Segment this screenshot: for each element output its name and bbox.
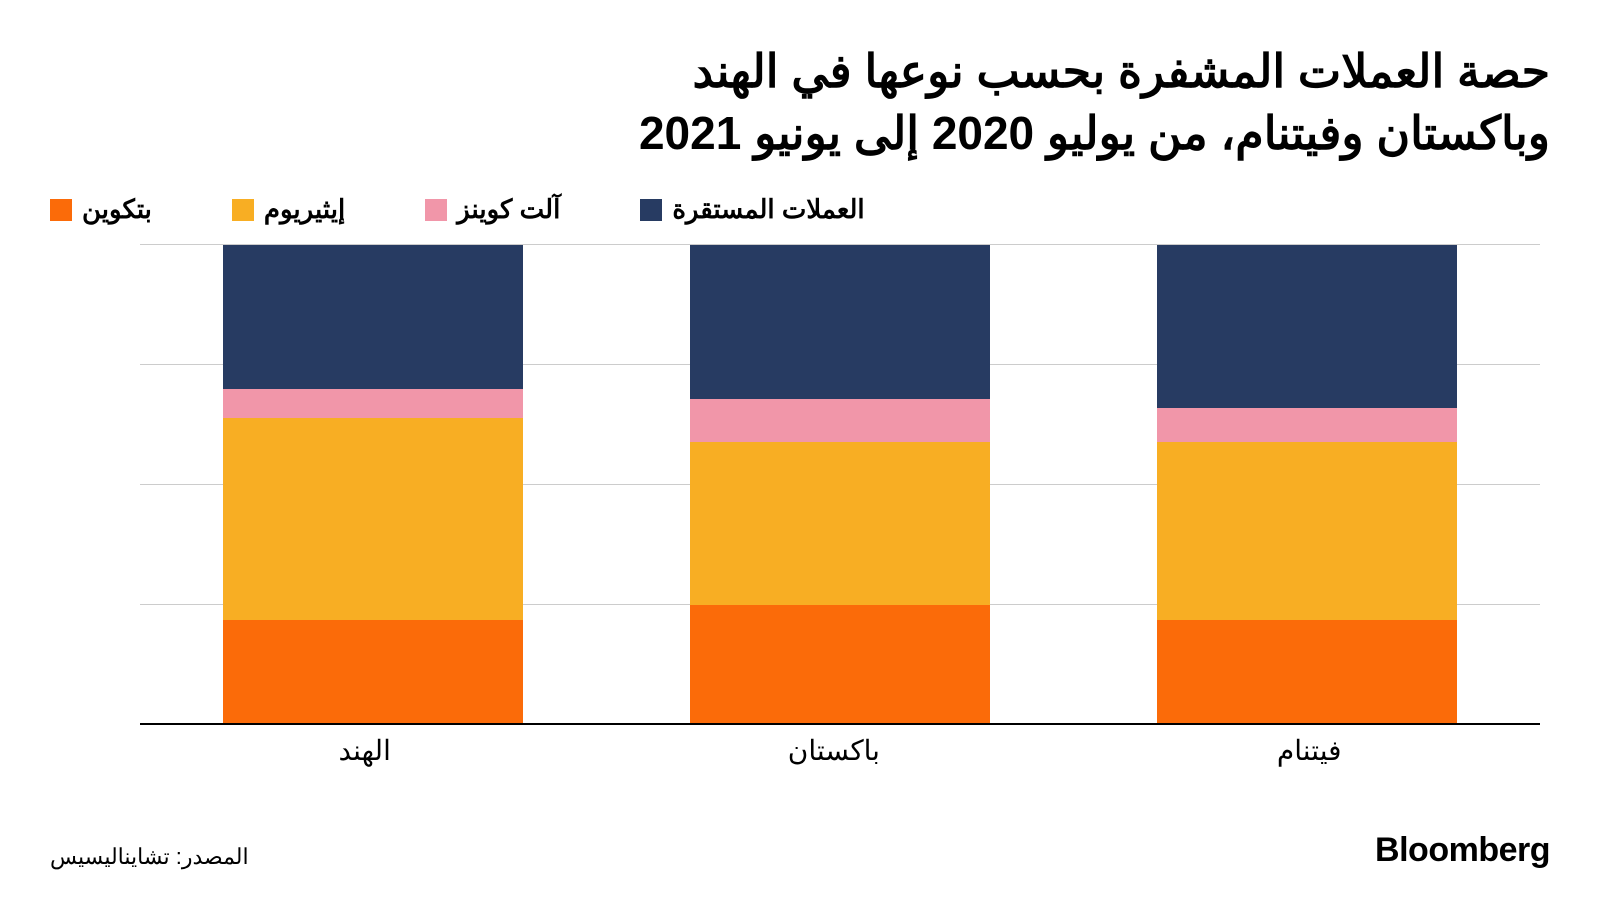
- legend-swatch-bitcoin: [50, 199, 72, 221]
- brand-logo: Bloomberg: [1375, 831, 1550, 870]
- bar-segment: [690, 442, 990, 605]
- legend-label-altcoins: آلت كوينز: [457, 194, 560, 225]
- bar-segment: [690, 399, 990, 442]
- source-value: تشايناليسيس: [50, 844, 170, 869]
- bar-stack: [690, 245, 990, 725]
- bar-segment: [223, 418, 523, 620]
- bar-segment: [223, 245, 523, 389]
- title-line-2: وباكستان وفيتنام، من يوليو 2020 إلى يوني…: [639, 107, 1550, 159]
- bar-segment: [1157, 245, 1457, 408]
- bar-segment: [690, 605, 990, 725]
- legend-label-stablecoins: العملات المستقرة: [672, 194, 864, 225]
- chart-title: حصة العملات المشفرة بحسب نوعها في الهند …: [50, 40, 1550, 164]
- title-line-1: حصة العملات المشفرة بحسب نوعها في الهند: [693, 45, 1550, 97]
- legend-item-bitcoin: بتكوين: [50, 194, 152, 225]
- x-axis-labels: الهند باكستان فيتنام: [140, 725, 1540, 775]
- plot: [140, 245, 1540, 725]
- footer: Bloomberg المصدر: تشايناليسيس: [50, 831, 1550, 870]
- chart-area: الهند باكستان فيتنام: [50, 245, 1550, 775]
- legend-item-altcoins: آلت كوينز: [425, 194, 560, 225]
- bar-segment: [223, 620, 523, 726]
- chart-container: حصة العملات المشفرة بحسب نوعها في الهند …: [0, 0, 1600, 900]
- bar-segment: [690, 245, 990, 399]
- bar-segment: [1157, 620, 1457, 726]
- source-label: المصدر:: [176, 844, 249, 869]
- legend-item-stablecoins: العملات المستقرة: [640, 194, 864, 225]
- bar-segment: [223, 389, 523, 418]
- legend-item-ethereum: إيثيريوم: [232, 194, 345, 225]
- legend-swatch-ethereum: [232, 199, 254, 221]
- x-axis-label: الهند: [338, 734, 390, 767]
- legend-swatch-stablecoins: [640, 199, 662, 221]
- bar-segment: [1157, 408, 1457, 442]
- x-axis-label: فيتنام: [1277, 734, 1342, 767]
- x-axis-label: باكستان: [788, 734, 880, 767]
- bar-stack: [223, 245, 523, 725]
- bar-stack: [1157, 245, 1457, 725]
- legend-label-bitcoin: بتكوين: [82, 194, 152, 225]
- bars: [140, 245, 1540, 725]
- source-text: المصدر: تشايناليسيس: [50, 844, 249, 870]
- legend-label-ethereum: إيثيريوم: [264, 194, 345, 225]
- bar-segment: [1157, 442, 1457, 620]
- legend: بتكوين إيثيريوم آلت كوينز العملات المستق…: [50, 194, 1550, 225]
- legend-swatch-altcoins: [425, 199, 447, 221]
